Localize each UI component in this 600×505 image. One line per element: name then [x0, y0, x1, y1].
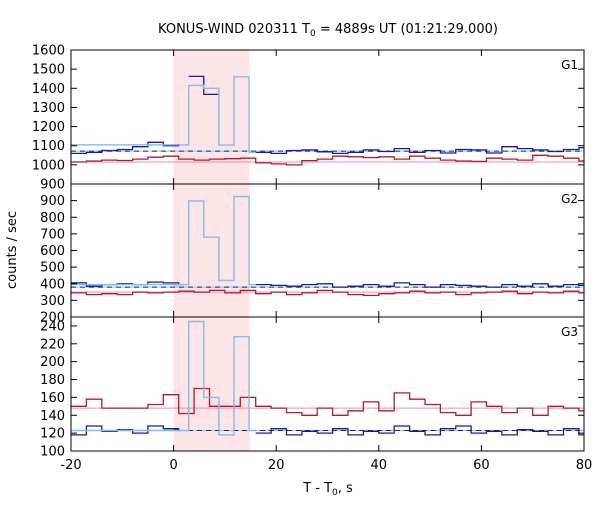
y-axis-label: counts / sec	[5, 211, 20, 289]
series-group	[71, 195, 584, 297]
y-tick-label: 220	[40, 337, 65, 352]
y-tick-label: 160	[40, 391, 65, 406]
y-tick-label: 1500	[32, 63, 65, 78]
y-tick-label: 1000	[32, 158, 65, 173]
y-tick-label: 200	[40, 311, 65, 326]
y-tick-label: 700	[40, 227, 65, 242]
blue-series-line-post	[255, 425, 584, 436]
y-tick-label: 500	[40, 261, 65, 276]
blue-series-line-post	[255, 146, 584, 155]
y-tick-label: 100	[40, 445, 65, 460]
fine-light-blue-line	[71, 195, 256, 286]
series-group	[71, 75, 584, 166]
y-tick-label: 180	[40, 373, 65, 388]
plot-layer: 9001000110012001300140015001600G12003004…	[32, 44, 592, 474]
y-tick-label: 900	[40, 178, 65, 193]
y-tick-label: 400	[40, 277, 65, 292]
x-tick-label: 0	[169, 458, 177, 473]
x-tick-label: 60	[473, 458, 490, 473]
y-tick-label: 800	[40, 211, 65, 226]
panel-g1: 900 1000 1100 1200 1300 1400 1500 1600 G1	[32, 44, 585, 193]
x-tick-label: -20	[60, 458, 81, 473]
y-tick-label: 1400	[32, 82, 65, 97]
series-group	[71, 320, 584, 436]
y-tick-label: 900	[40, 194, 65, 209]
highlight-band	[173, 50, 250, 184]
blue-series-line-post	[255, 282, 584, 288]
x-tick-label: 40	[371, 458, 388, 473]
y-tick-label: 200	[40, 355, 65, 370]
x-tick-label: 20	[268, 458, 285, 473]
y-tick-label: 140	[40, 409, 65, 424]
red-series-line	[71, 289, 584, 297]
y-tick-label: 120	[40, 427, 65, 442]
y-tick-label: 300	[40, 294, 65, 309]
red-series-line	[71, 154, 584, 166]
highlight-band	[173, 317, 250, 451]
panel-g3: 100 120 140 160 180 200 220 240 G3	[40, 316, 585, 460]
fine-light-blue-line	[71, 76, 256, 154]
y-tick-label: 600	[40, 244, 65, 259]
x-axis-label: T - T0, s	[302, 481, 353, 498]
highlight-band	[173, 184, 250, 317]
x-tick-label: 80	[576, 458, 593, 473]
y-tick-label: 1300	[32, 101, 65, 116]
y-tick-label: 1100	[32, 139, 65, 154]
panel-frame	[70, 316, 585, 452]
blue-series-line-pre	[71, 141, 180, 155]
chart-title: KONUS-WIND 020311 T0 = 4889s UT (01:21:2…	[158, 22, 498, 39]
red-series-line	[71, 387, 584, 416]
blue-series-line-pre	[71, 425, 180, 436]
panel-label: G2	[561, 192, 578, 206]
y-tick-label: 240	[40, 319, 65, 334]
panel-label: G3	[561, 325, 578, 339]
y-tick-label: 1600	[32, 44, 65, 59]
panel-label: G1	[561, 58, 578, 72]
fine-light-blue-line	[71, 320, 256, 436]
y-tick-label: 1200	[32, 120, 65, 135]
